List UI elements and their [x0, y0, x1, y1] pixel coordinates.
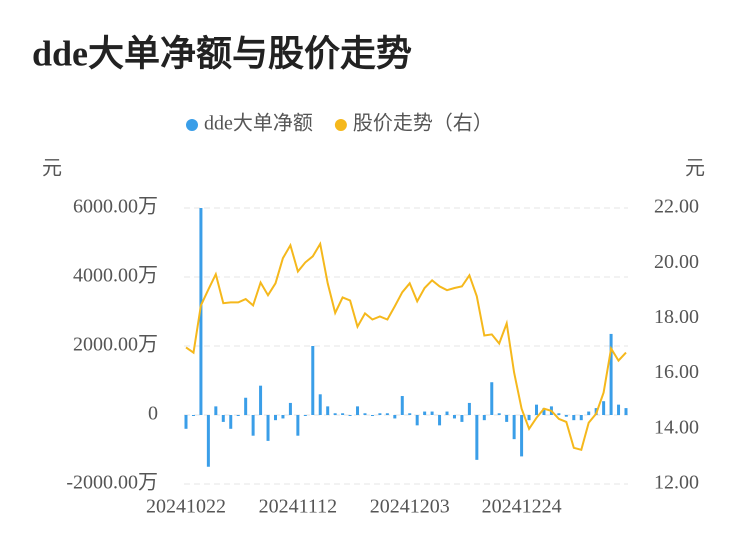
bar: [624, 408, 628, 415]
bar: [236, 415, 240, 416]
bar: [206, 415, 210, 467]
x-tick-label: 20241203: [370, 496, 450, 518]
y-tick-label: 0: [148, 403, 158, 425]
bar: [497, 413, 501, 415]
bar: [430, 411, 434, 415]
bar: [587, 411, 591, 415]
bar: [303, 415, 307, 416]
bar: [348, 415, 352, 416]
bar: [475, 415, 479, 460]
price-line: [185, 241, 627, 452]
bar: [460, 415, 464, 422]
bar: [214, 406, 218, 415]
bar: [273, 415, 277, 421]
bar: [221, 415, 225, 422]
bar: [296, 415, 300, 436]
y-axis-label: 元: [42, 158, 62, 180]
y-tick-label: 4000.00万: [73, 265, 158, 287]
bar: [535, 404, 539, 415]
bar: [378, 413, 382, 415]
bar: [229, 415, 233, 429]
x-tick-label: 20241224: [482, 496, 562, 518]
bar: [281, 415, 285, 419]
bar: [318, 394, 322, 415]
bar: [266, 415, 270, 441]
legend-marker: [186, 119, 198, 131]
bar: [520, 415, 524, 457]
bar: [251, 415, 255, 436]
bar: [617, 404, 621, 415]
y2-tick-label: 16.00: [654, 361, 699, 383]
bar: [609, 333, 613, 415]
bar: [363, 413, 367, 415]
bar: [356, 406, 360, 415]
x-tick-label: 20241112: [259, 496, 338, 518]
bar: [244, 397, 248, 415]
y2-tick-label: 20.00: [654, 251, 699, 273]
bar: [326, 406, 330, 415]
bar: [542, 408, 546, 415]
legend-label: dde大单净额: [204, 112, 313, 135]
bar: [445, 411, 449, 415]
bar: [259, 385, 263, 415]
legend-label: 股价走势（右）: [353, 112, 493, 135]
bar: [579, 415, 583, 421]
bar: [341, 413, 345, 415]
bar: [512, 415, 516, 440]
bar: [415, 415, 419, 426]
y2-tick-label: 12.00: [654, 472, 699, 494]
y-tick-label: 6000.00万: [73, 196, 158, 218]
y2-tick-label: 18.00: [654, 306, 699, 328]
bar: [557, 413, 561, 415]
bar: [191, 415, 195, 416]
bar: [572, 415, 576, 421]
y-tick-label: -2000.00万: [66, 472, 158, 494]
bar: [505, 415, 509, 422]
y2-tick-label: 14.00: [654, 416, 699, 438]
legend-marker: [334, 119, 347, 131]
y2-tick-label: 22.00: [654, 196, 699, 218]
bar: [333, 413, 337, 415]
bar: [602, 401, 606, 415]
y2-axis-label: 元: [685, 158, 705, 180]
bar: [482, 415, 486, 421]
bar: [184, 415, 188, 429]
bar: [408, 413, 412, 415]
bar: [564, 415, 568, 417]
bar: [370, 415, 374, 416]
bar: [490, 382, 494, 415]
bar: [527, 415, 531, 421]
y-tick-label: 2000.00万: [73, 334, 158, 356]
bar: [311, 346, 315, 415]
bar: [452, 415, 456, 419]
bar: [423, 411, 427, 415]
bar: [467, 402, 471, 415]
bar: [438, 415, 442, 426]
bar: [385, 413, 389, 415]
x-tick-label: 20241022: [146, 496, 226, 518]
chart-title: dde大单净额与股价走势: [32, 33, 412, 73]
bar: [400, 396, 404, 415]
bar: [288, 402, 292, 415]
bar: [393, 415, 397, 419]
